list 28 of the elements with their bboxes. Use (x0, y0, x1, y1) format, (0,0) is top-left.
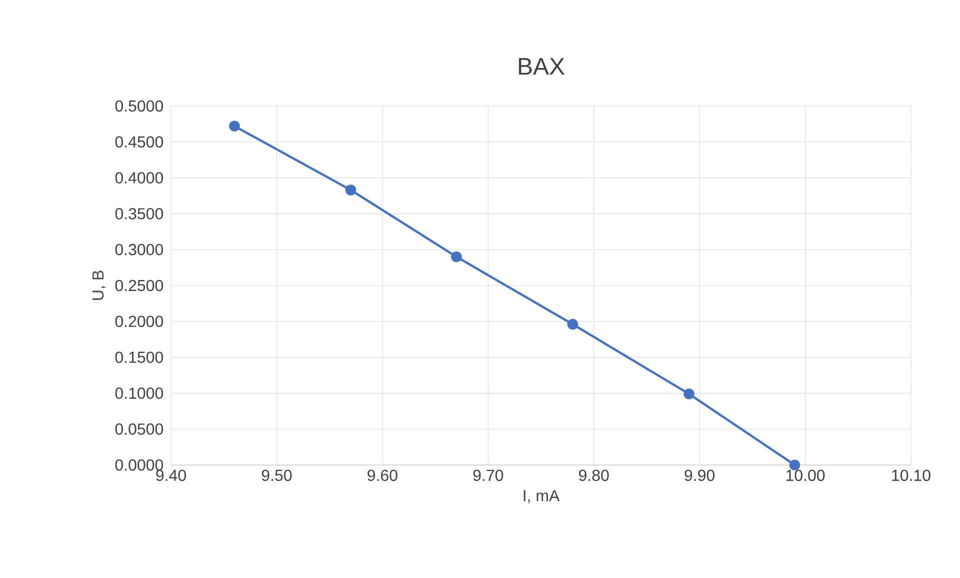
x-tick-label: 10.10 (892, 470, 930, 482)
x-tick-label: 10.00 (786, 470, 825, 482)
y-tick-label: 0.4500 (115, 136, 164, 148)
y-tick-label: 0.1000 (115, 388, 164, 399)
x-tick-label: 9.90 (684, 470, 715, 482)
x-tick-label: 9.80 (579, 470, 609, 482)
x-tick-label: 9.70 (473, 470, 504, 482)
point (345, 184, 356, 196)
point (451, 251, 462, 262)
point (567, 318, 578, 330)
point (684, 388, 694, 400)
y-tick-label: 0.3000 (115, 244, 164, 256)
y-tick-label: 0.5000 (115, 100, 164, 112)
x-axis-title: I, mA (524, 490, 560, 504)
y-tick-label: 0.2500 (115, 280, 164, 292)
x-tick-label: 9.40 (156, 470, 186, 482)
y-tick-label: 0.3500 (115, 208, 164, 220)
y-tick-label: 0.1500 (115, 352, 164, 363)
y-tick-label: 0.0000 (115, 459, 164, 471)
chart-title: BAX (518, 58, 565, 75)
x-tick-label: 9.60 (368, 470, 398, 482)
point (789, 460, 800, 470)
y-tick-label: 0.4000 (115, 172, 164, 184)
point (229, 120, 240, 132)
y-axis-title: U, B (92, 270, 106, 300)
y-tick-label: 0.2000 (115, 316, 164, 328)
y-tick-label: 0.0500 (115, 423, 164, 435)
x-tick-label: 9.50 (262, 470, 292, 482)
